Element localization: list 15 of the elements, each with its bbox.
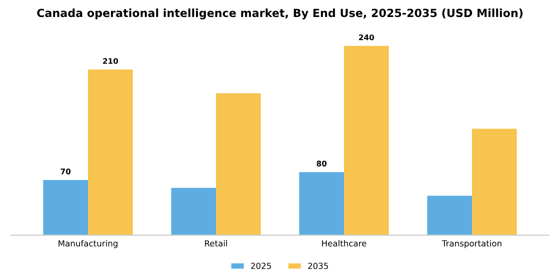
bar	[472, 128, 517, 236]
bar	[88, 70, 133, 236]
bar	[43, 180, 88, 236]
x-tick-label: Retail	[205, 240, 227, 247]
x-tick-label: Healthcare	[322, 240, 366, 247]
x-tick-label: Manufacturing	[58, 240, 118, 248]
bar	[216, 93, 261, 236]
bar	[344, 46, 389, 236]
legend-label: 2025	[251, 262, 271, 270]
bar	[171, 188, 216, 236]
chart-title: Canada operational intelligence market, By End Use, 2025-2035 (USD Million)	[37, 8, 522, 20]
x-tick-label: Transportation	[442, 240, 502, 248]
bar	[427, 196, 472, 236]
legend-label: 2035	[308, 262, 328, 270]
bar	[299, 172, 344, 236]
